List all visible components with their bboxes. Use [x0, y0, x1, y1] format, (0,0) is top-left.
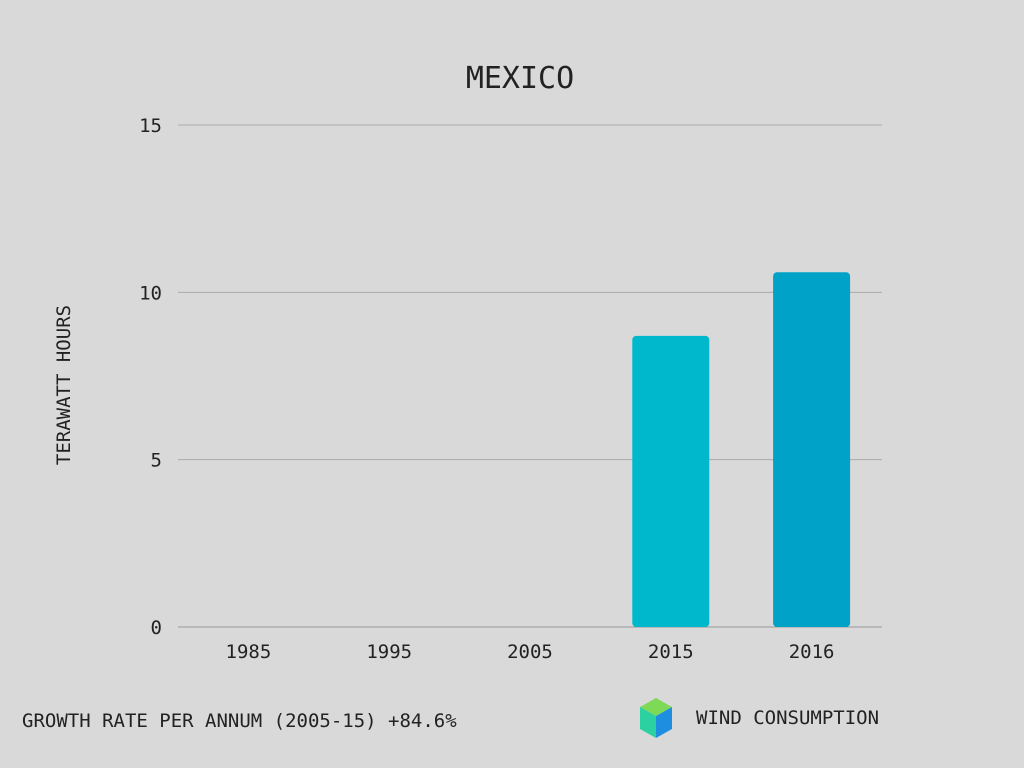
x-tick-label: 2015	[648, 641, 694, 663]
bar-2015	[632, 335, 710, 627]
legend-label: WIND CONSUMPTION	[696, 707, 880, 729]
y-tick-label: 5	[151, 450, 162, 472]
x-tick-label: 2005	[507, 641, 553, 663]
bar-chart: MEXICO TERAWATT HOURS 0 5 10 15 1985 1995 200…	[53, 61, 882, 663]
legend: WIND CONSUMPTION	[638, 696, 879, 740]
bar-2016	[773, 272, 851, 627]
x-tick-label: 2016	[789, 641, 835, 663]
y-tick-label: 15	[139, 115, 162, 137]
y-tick-label: 10	[139, 282, 162, 304]
y-tick-label: 0	[151, 617, 162, 639]
y-axis-label: TERAWATT HOURS	[53, 305, 75, 465]
growth-rate-text: GROWTH RATE PER ANNUM (2005-15) +84.6%	[22, 710, 457, 732]
cube-icon	[640, 698, 672, 738]
x-tick-label: 1985	[226, 641, 272, 663]
chart-title: MEXICO	[466, 61, 574, 96]
x-tick-label: 1995	[366, 641, 412, 663]
